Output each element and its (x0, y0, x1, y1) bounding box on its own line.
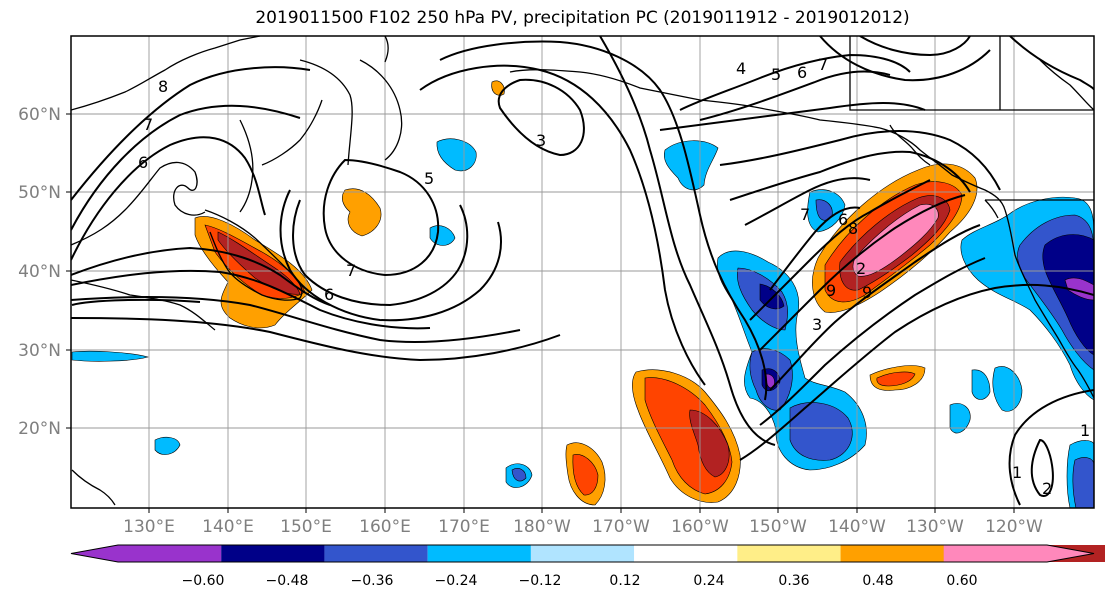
colorbar-swatch (530, 545, 635, 562)
lon-label: 160°W (671, 517, 729, 537)
lon-label: 160°E (359, 517, 411, 537)
svg-text:8: 8 (158, 77, 168, 96)
svg-text:1: 1 (1012, 463, 1022, 482)
colorbar-swatches (70, 544, 1105, 563)
svg-text:7: 7 (818, 55, 828, 74)
svg-text:6: 6 (797, 63, 807, 82)
colorbar-swatch (634, 545, 738, 562)
lon-label: 150°E (280, 517, 332, 537)
lon-label: 170°E (438, 517, 490, 537)
colorbar-label: 0.12 (609, 573, 640, 589)
colorbar-swatch (221, 545, 325, 562)
svg-text:6: 6 (138, 153, 148, 172)
svg-text:1: 1 (1080, 421, 1090, 440)
colorbar-outline (70, 544, 1095, 563)
lon-label: 180°W (513, 517, 571, 537)
colorbar: −0.60 −0.48 −0.36 −0.24 −0.12 0.12 0.24 … (70, 544, 1105, 589)
lat-label: 40°N (18, 262, 61, 282)
lat-label: 30°N (18, 341, 61, 361)
colorbar-label: 0.24 (693, 573, 724, 589)
colorbar-label: −0.60 (182, 573, 225, 589)
contour-labels: 8 7 6 5 7 6 3 4 5 6 7 7 6 8 9 2 3 9 1 2 … (138, 55, 1090, 498)
longitude-labels: 130°E 140°E 150°E 160°E 170°E 180°W 170°… (123, 517, 1043, 537)
svg-text:2: 2 (1042, 479, 1052, 498)
svg-text:6: 6 (838, 210, 848, 229)
colorbar-swatch (71, 545, 222, 562)
lon-label: 150°W (749, 517, 807, 537)
svg-text:9: 9 (862, 283, 872, 302)
colorbar-swatch (324, 545, 428, 562)
svg-text:5: 5 (771, 65, 781, 84)
lon-label: 120°W (985, 517, 1043, 537)
lat-label: 50°N (18, 183, 61, 203)
svg-text:6: 6 (324, 285, 334, 304)
tick-marks (66, 113, 1015, 513)
colorbar-label: −0.12 (519, 573, 562, 589)
map-frame (70, 35, 1095, 509)
colorbar-swatch (427, 545, 531, 562)
lat-label: 20°N (18, 419, 61, 439)
lon-label: 130°W (906, 517, 964, 537)
map-title: 2019011500 F102 250 hPa PV, precipitatio… (255, 8, 910, 28)
latitude-labels: 60°N 50°N 40°N 30°N 20°N (18, 105, 61, 439)
lon-label: 170°W (592, 517, 650, 537)
svg-text:3: 3 (812, 315, 822, 334)
lat-label: 60°N (18, 105, 61, 125)
svg-text:2: 2 (856, 259, 866, 278)
lon-label: 140°E (202, 517, 254, 537)
svg-text:5: 5 (424, 169, 434, 188)
pv-contours (71, 36, 1094, 506)
svg-text:7: 7 (143, 115, 153, 134)
colorbar-label: 0.48 (862, 573, 893, 589)
svg-text:7: 7 (800, 205, 810, 224)
colorbar-swatch (737, 545, 841, 562)
svg-text:7: 7 (346, 261, 356, 280)
colorbar-label: −0.24 (435, 573, 478, 589)
svg-text:8: 8 (848, 219, 858, 238)
colorbar-label: 0.36 (778, 573, 809, 589)
svg-text:3: 3 (536, 131, 546, 150)
colorbar-labels: −0.60 −0.48 −0.36 −0.24 −0.12 0.12 0.24 … (182, 573, 978, 589)
svg-text:4: 4 (736, 59, 746, 78)
precipitation-shading (71, 80, 1094, 508)
colorbar-swatch (840, 545, 944, 562)
colorbar-label: −0.48 (266, 573, 309, 589)
colorbar-label: 0.60 (946, 573, 977, 589)
colorbar-swatch (943, 545, 1094, 562)
lon-label: 140°W (828, 517, 886, 537)
svg-text:9: 9 (826, 281, 836, 300)
colorbar-label: −0.36 (351, 573, 394, 589)
lon-label: 130°E (123, 517, 175, 537)
